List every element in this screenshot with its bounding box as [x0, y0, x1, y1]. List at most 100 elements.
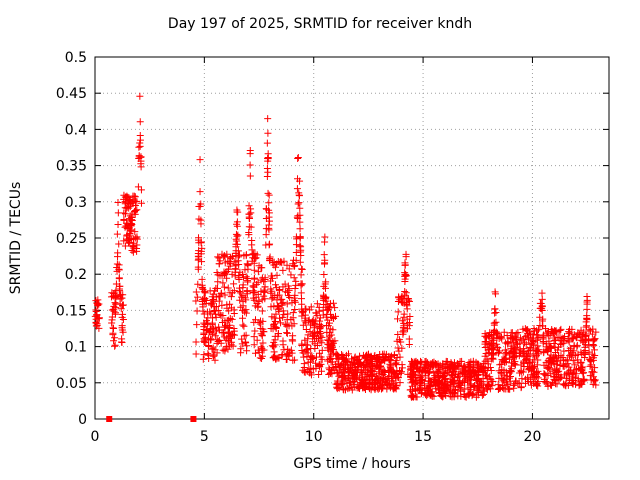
data-point: [215, 297, 223, 305]
x-axis-label: GPS time / hours: [293, 456, 411, 472]
data-point: [248, 246, 256, 254]
data-point: [358, 375, 366, 383]
data-point: [455, 377, 463, 385]
data-point: [567, 347, 575, 355]
data-point: [126, 212, 134, 220]
data-point: [465, 359, 473, 367]
data-point: [200, 323, 208, 331]
data-point: [315, 303, 323, 311]
data-point: [118, 301, 126, 309]
data-point: [565, 363, 573, 371]
data-point: [533, 352, 541, 360]
data-point: [296, 242, 304, 250]
data-point: [292, 241, 300, 249]
data-point: [240, 322, 248, 330]
data-point: [246, 147, 254, 155]
data-point: [284, 349, 292, 357]
data-point: [534, 326, 542, 334]
data-point: [402, 270, 410, 278]
data-point: [425, 368, 433, 376]
data-point: [117, 305, 125, 313]
data-point: [557, 352, 565, 360]
data-point: [402, 253, 410, 261]
data-point: [292, 281, 300, 289]
data-point: [194, 263, 202, 271]
data-point: [278, 351, 286, 359]
data-point: [211, 332, 219, 340]
data-point: [381, 379, 389, 387]
data-point: [511, 361, 519, 369]
data-point: [215, 323, 223, 331]
data-point: [475, 360, 483, 368]
data-point: [585, 348, 593, 356]
data-point: [223, 274, 231, 282]
data-point: [435, 367, 443, 375]
data-point: [129, 243, 137, 251]
data-point: [328, 341, 336, 349]
data-point: [447, 364, 455, 372]
data-point: [565, 370, 573, 378]
data-point: [198, 258, 206, 266]
data-point: [488, 349, 496, 357]
data-point: [235, 271, 243, 279]
data-point: [544, 345, 552, 353]
data-point: [393, 354, 401, 362]
data-point: [334, 383, 342, 391]
data-point: [312, 364, 320, 372]
data-point: [249, 250, 257, 258]
data-point: [334, 360, 342, 368]
data-point: [296, 258, 304, 266]
data-point: [321, 284, 329, 292]
data-point: [270, 261, 278, 269]
data-point: [250, 274, 258, 282]
data-point: [560, 381, 568, 389]
data-point: [528, 371, 536, 379]
data-point: [590, 346, 598, 354]
data-point: [198, 244, 206, 252]
data-point: [247, 209, 255, 217]
data-point: [298, 265, 306, 273]
data-point: [250, 266, 258, 274]
data-point: [200, 335, 208, 343]
data-point: [320, 251, 328, 259]
data-point: [265, 199, 273, 207]
data-point: [293, 213, 301, 221]
data-point: [120, 209, 128, 217]
data-point: [232, 262, 240, 270]
data-point: [466, 389, 474, 397]
data-point: [312, 309, 320, 317]
data-point: [469, 370, 477, 378]
data-point: [296, 233, 304, 241]
data-point: [121, 210, 129, 218]
data-point: [538, 303, 546, 311]
data-point: [300, 360, 308, 368]
data-point: [381, 368, 389, 376]
data-point: [501, 359, 509, 367]
data-point: [133, 245, 141, 253]
data-point: [113, 260, 121, 268]
data-point: [283, 329, 291, 337]
data-point: [588, 368, 596, 376]
data-point: [586, 362, 594, 370]
data-point: [586, 372, 594, 380]
data-point: [221, 347, 229, 355]
data-point: [514, 380, 522, 388]
data-point: [556, 374, 564, 382]
data-point: [258, 332, 266, 340]
data-point: [582, 332, 590, 340]
data-point: [394, 344, 402, 352]
data-point: [432, 360, 440, 368]
data-point: [283, 329, 291, 337]
data-point: [228, 315, 236, 323]
data-point: [321, 259, 329, 267]
data-point: [313, 353, 321, 361]
data-point: [275, 285, 283, 293]
y-tick-label: 0.2: [65, 267, 87, 283]
data-point: [572, 374, 580, 382]
data-point: [118, 335, 126, 343]
data-point: [550, 340, 558, 348]
data-point: [309, 332, 317, 340]
data-point: [407, 370, 415, 378]
data-point: [109, 329, 117, 337]
x-tick-label: 0: [91, 429, 100, 445]
